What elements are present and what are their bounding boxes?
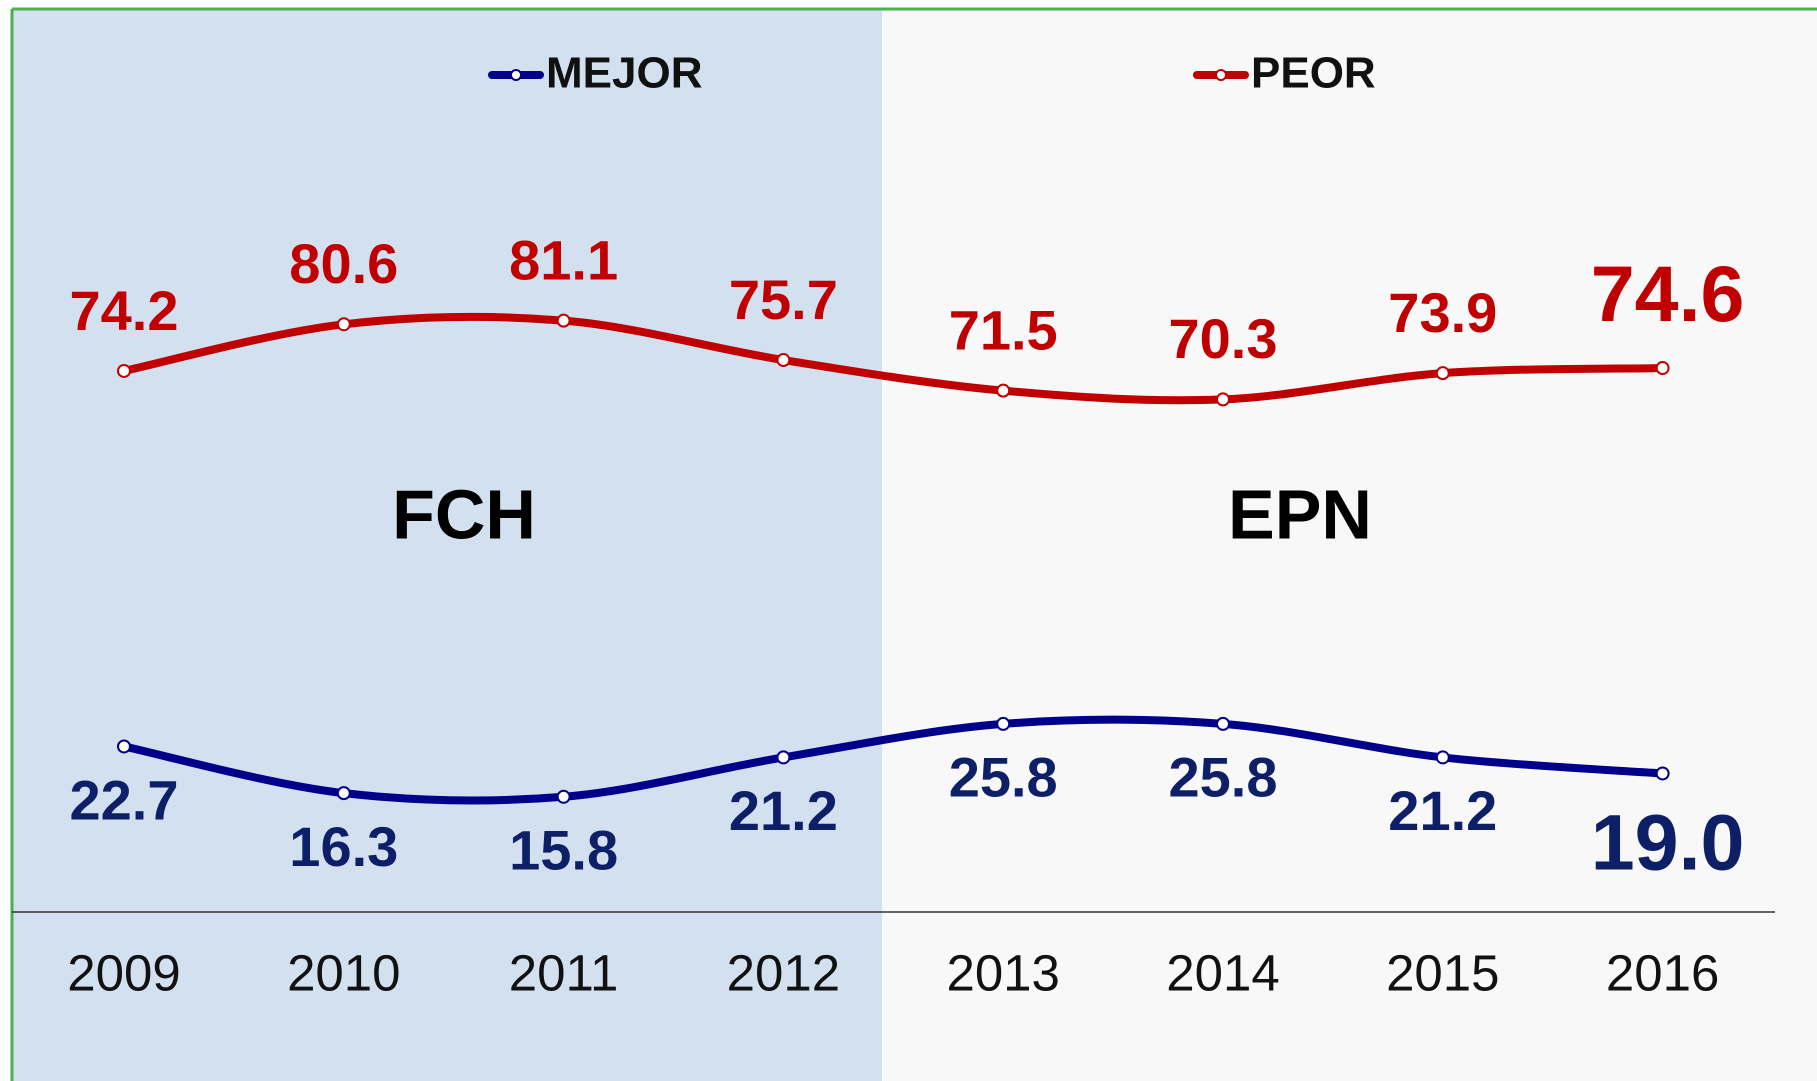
point [776,353,791,368]
point [1216,392,1230,407]
point [556,313,571,328]
point [996,383,1011,398]
point [1216,716,1230,731]
x-tick-label: 2010 [287,944,400,1001]
x-tick-label: 2016 [1606,944,1719,1001]
point [117,363,131,378]
data-label: 81.1 [509,228,618,291]
data-label: 74.6 [1591,249,1745,338]
data-label: 73.9 [1388,281,1497,344]
x-tick-label: 2009 [67,944,180,1001]
data-label: 71.5 [949,298,1058,361]
point [117,739,131,754]
data-label: 22.7 [70,768,179,831]
legend-label: MEJOR [546,49,702,98]
point [1435,750,1450,765]
series-line [120,312,1667,405]
x-tick-label: 2015 [1386,944,1499,1001]
annotation: EPN [1228,475,1372,553]
data-label: 25.8 [1169,746,1278,809]
point [336,317,351,332]
data-label: 80.6 [289,232,398,295]
data-label: 21.2 [729,779,838,842]
epn-region [882,9,1817,1081]
point [556,789,571,804]
data-label: 21.2 [1388,779,1497,842]
series-line [120,715,1667,805]
legend-label: PEOR [1251,49,1376,98]
x-tick-label: 2014 [1166,944,1279,1001]
data-label: 16.3 [289,815,398,878]
legend-swatch [510,69,522,81]
point [1435,366,1450,381]
x-tick-label: 2013 [946,944,1059,1001]
legend-swatch [1215,69,1227,81]
data-label: 25.8 [949,746,1058,809]
data-label: 74.2 [70,279,179,342]
data-label: 75.7 [729,268,838,331]
point [996,716,1011,731]
data-label: 70.3 [1169,307,1278,370]
point [336,786,351,801]
fch-region [12,9,882,1081]
data-label: 15.8 [509,819,618,882]
point [1655,361,1670,376]
point [776,750,791,765]
point [1655,766,1670,781]
x-tick-label: 2012 [727,944,840,1001]
data-label: 19.0 [1591,797,1745,886]
annotation: FCH [392,475,536,553]
x-tick-label: 2011 [509,944,619,1001]
